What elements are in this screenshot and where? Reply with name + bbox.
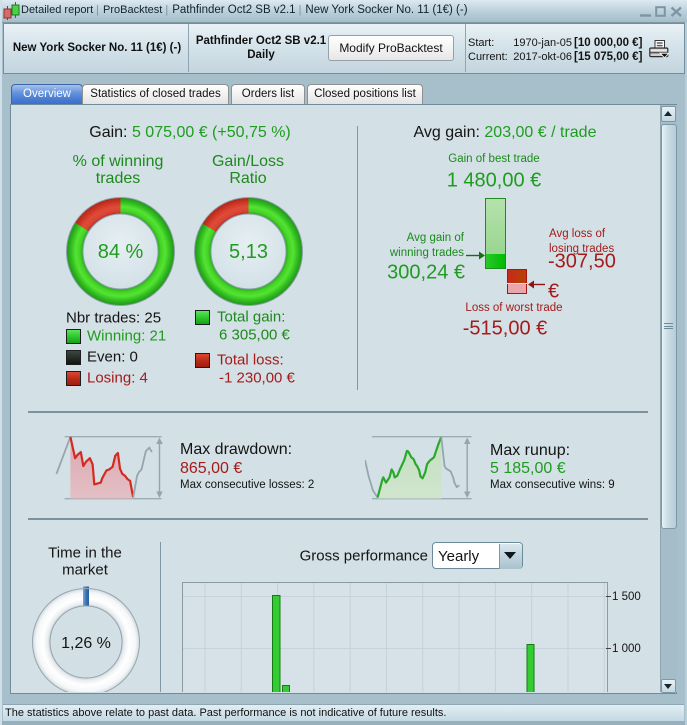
svg-text:5,13: 5,13	[229, 241, 268, 263]
svg-text:84 %: 84 %	[98, 241, 144, 263]
